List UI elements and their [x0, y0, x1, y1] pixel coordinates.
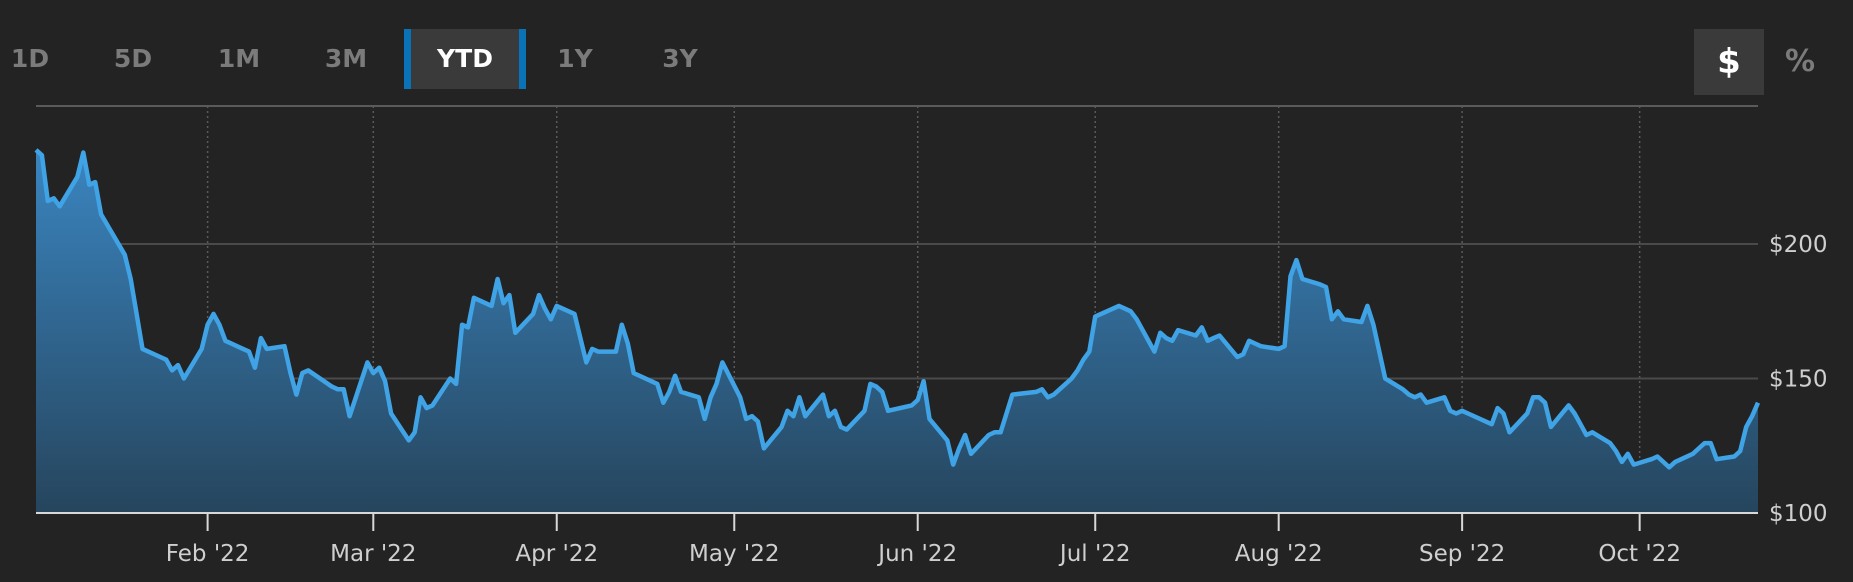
- y-tick-label: $150: [1769, 367, 1828, 393]
- horizontal-gridlines: [36, 243, 1758, 380]
- y-tick-label: $100: [1769, 501, 1828, 527]
- y-axis-ticks: $100 $150 $200: [1769, 232, 1828, 527]
- range-button-1y[interactable]: 1Y: [557, 44, 593, 73]
- price-area-fill: [36, 149, 1758, 513]
- x-tick-label: Jul '22: [1058, 541, 1131, 567]
- x-axis-ticks: Feb '22 Mar '22 Apr '22 May '22 Jun '22 Jul '…: [166, 513, 1681, 567]
- x-tick-label: Jun '22: [876, 541, 957, 567]
- percent-toggle-button[interactable]: %: [1784, 44, 1816, 79]
- x-tick-label: Aug '22: [1235, 541, 1323, 567]
- range-button-1m[interactable]: 1M: [217, 44, 261, 73]
- y-tick-label: $200: [1769, 232, 1828, 258]
- x-tick-label: Oct '22: [1598, 541, 1681, 567]
- x-tick-label: Mar '22: [330, 541, 416, 567]
- range-button-1d[interactable]: 1D: [10, 44, 50, 73]
- range-button-3m[interactable]: 3M: [324, 44, 368, 73]
- x-tick-label: May '22: [689, 541, 779, 567]
- range-button-ytd[interactable]: YTD: [404, 29, 526, 89]
- x-tick-label: Apr '22: [515, 541, 598, 567]
- x-tick-label: Sep '22: [1419, 541, 1505, 567]
- range-button-3y[interactable]: 3Y: [662, 44, 698, 73]
- x-tick-label: Feb '22: [166, 541, 250, 567]
- range-button-5d[interactable]: 5D: [113, 44, 153, 73]
- dollar-toggle-button[interactable]: $: [1694, 29, 1764, 95]
- price-line: [34, 148, 1761, 470]
